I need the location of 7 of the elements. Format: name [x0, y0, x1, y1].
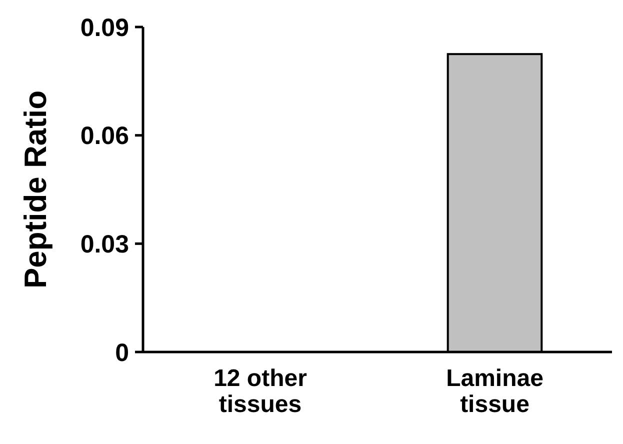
y-tick-label: 0 [115, 338, 129, 367]
y-axis-title: Peptide Ratio [18, 90, 53, 289]
x-tick-label: Laminae tissue [446, 365, 544, 418]
y-tick-label: 0.09 [80, 14, 129, 42]
y-tick-label: 0.03 [80, 230, 129, 258]
x-tick-label: 12 other tissues [214, 365, 307, 418]
y-tick-label: 0.06 [80, 122, 129, 150]
